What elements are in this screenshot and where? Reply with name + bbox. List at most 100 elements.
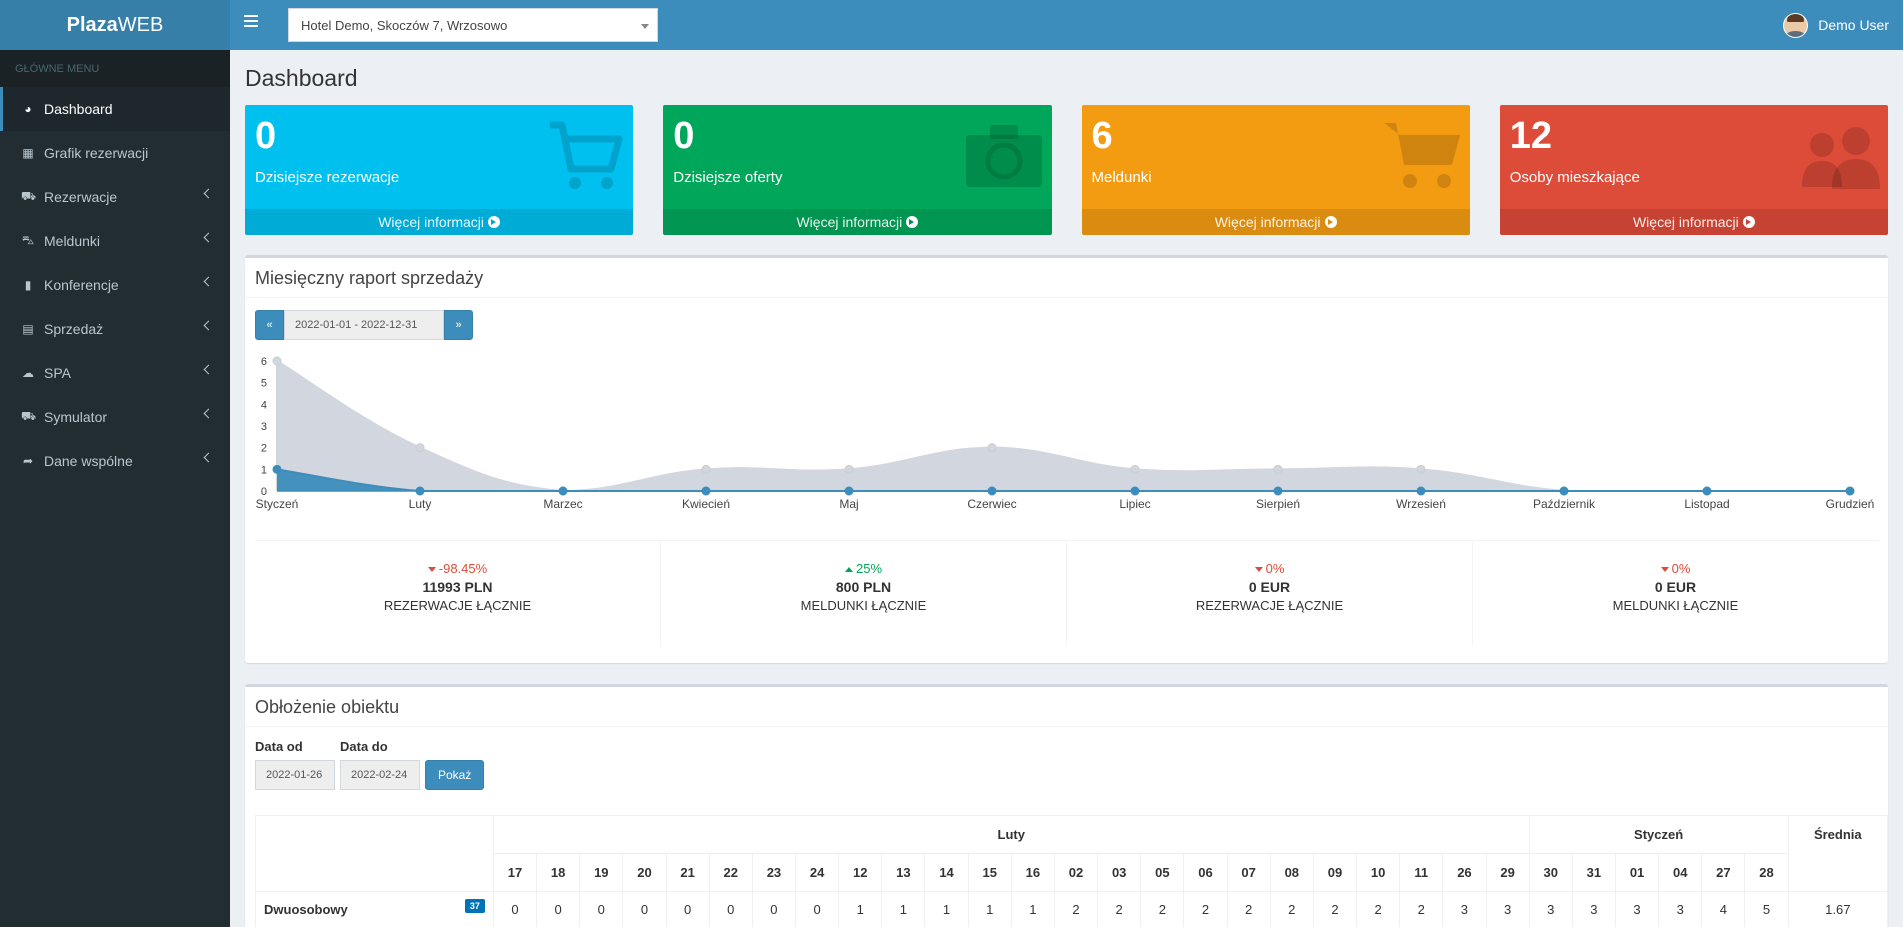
series-1-point[interactable] bbox=[1130, 464, 1140, 474]
info-box-value: 0 bbox=[673, 115, 695, 157]
table-row: Luty Styczeń Średnia bbox=[255, 815, 1889, 892]
caret-down-icon bbox=[1660, 567, 1669, 573]
day-header: 02 bbox=[1053, 853, 1099, 892]
sidebar-item-meldunki[interactable]: ⛍ Meldunki bbox=[0, 219, 230, 263]
info-box-1: 0 Dzisiejsze rezerwacje Więcej informacji bbox=[245, 105, 634, 235]
date-from-input[interactable]: 2022-01-26 bbox=[255, 760, 335, 790]
next-year-button[interactable]: » bbox=[444, 310, 473, 340]
shopping-cart-icon: ⛍ bbox=[21, 233, 35, 247]
date-from-group: Data od 2022-01-26 bbox=[255, 739, 335, 790]
series-1-point[interactable] bbox=[272, 356, 282, 366]
day-header: 08 bbox=[1269, 853, 1314, 892]
menu-header: GŁÓWNE MENU bbox=[0, 50, 230, 87]
info-box-label: Dzisiejsze oferty bbox=[673, 169, 783, 186]
occupancy-table-body: Dwuosobowy 37 0 0 0 0 0 0 0 0 1 1 1 1 1 2 2 2 2 2 2 2 2 2 3 3 3 3 3 3… bbox=[255, 891, 1889, 927]
more-info-link[interactable]: Więcej informacji bbox=[245, 209, 634, 235]
day-header: 23 bbox=[751, 853, 797, 892]
stat-caption: REZERWACJE ŁĄCZNIE bbox=[1195, 598, 1344, 613]
occupancy-cell: 2 bbox=[1140, 891, 1185, 927]
user-menu[interactable]: Demo User bbox=[1783, 0, 1889, 50]
info-box-value: 0 bbox=[255, 115, 277, 157]
x-tick-label: Luty bbox=[409, 497, 432, 511]
date-to-group: Data do 2022-02-24 bbox=[340, 739, 420, 790]
info-box-label: Osoby mieszkające bbox=[1509, 169, 1640, 186]
occupancy-cell: 3 bbox=[1528, 891, 1573, 927]
more-info-link[interactable]: Więcej informacji bbox=[663, 209, 1052, 235]
sidebar-toggle-icon[interactable] bbox=[244, 15, 258, 27]
y-tick-label: 6 bbox=[261, 356, 267, 368]
series-1-point[interactable] bbox=[1416, 464, 1426, 474]
day-header: 01 bbox=[1614, 853, 1660, 892]
occupancy-cell: 0 bbox=[708, 891, 753, 927]
prev-year-button[interactable]: « bbox=[255, 310, 284, 340]
info-box-value: 6 bbox=[1091, 115, 1113, 157]
cart-icon: ⛟ bbox=[21, 189, 37, 203]
sidebar-item-konferencje[interactable]: ▮ Konferencje bbox=[0, 263, 230, 307]
y-tick-label: 3 bbox=[261, 421, 267, 433]
date-to-input[interactable]: 2022-02-24 bbox=[340, 760, 420, 790]
x-tick-label: Październik bbox=[1533, 497, 1596, 511]
day-header: 14 bbox=[924, 853, 969, 892]
date-range-picker: « 2022-01-01 - 2022-12-31 » bbox=[255, 310, 473, 340]
stat-percentage-value: 25% bbox=[855, 561, 883, 576]
app-logo[interactable]: Plaza WEB bbox=[0, 0, 230, 50]
chevron-left-icon bbox=[203, 188, 214, 199]
date-range-input[interactable]: 2022-01-01 - 2022-12-31 bbox=[284, 310, 444, 340]
month-header: Luty bbox=[492, 815, 1530, 854]
hotel-select-value: Hotel Demo, Skoczów 7, Wrzosowo bbox=[301, 17, 508, 33]
series-1-point[interactable] bbox=[701, 464, 711, 474]
sidebar-item-symulator[interactable]: ⛟ Symulator bbox=[0, 395, 230, 439]
stat-amount: 0 EUR bbox=[1248, 579, 1291, 595]
arrow-circle-right-icon bbox=[1324, 216, 1337, 228]
caret-up-icon bbox=[844, 567, 853, 573]
day-header: 06 bbox=[1183, 853, 1228, 892]
occupancy-cell: 0 bbox=[751, 891, 797, 927]
more-info-link[interactable]: Więcej informacji bbox=[1499, 209, 1888, 235]
occupancy-cell: 5 bbox=[1744, 891, 1789, 927]
series-1-point[interactable] bbox=[844, 464, 854, 474]
average-cell: 1.67 bbox=[1787, 891, 1889, 927]
users-icon bbox=[1802, 127, 1880, 189]
stat-percentage: -98.45% bbox=[255, 561, 660, 576]
occupancy-cell: 0 bbox=[665, 891, 710, 927]
stat-amount: 11993 PLN bbox=[422, 579, 493, 595]
user-name: Demo User bbox=[1818, 17, 1889, 33]
more-info-link[interactable]: Więcej informacji bbox=[1081, 209, 1470, 235]
occupancy-cell: 2 bbox=[1183, 891, 1228, 927]
share-icon: ➦ bbox=[22, 454, 34, 468]
sidebar-item-dane-wspólne[interactable]: ➦ Dane wspólne bbox=[0, 439, 230, 483]
stat-percentage-value: -98.45% bbox=[438, 561, 488, 576]
x-tick-label: Lipiec bbox=[1119, 497, 1150, 511]
stat-percentage-value: 0% bbox=[1265, 561, 1285, 576]
room-type-name: Dwuosobowy bbox=[264, 902, 348, 917]
info-box-label: Meldunki bbox=[1091, 169, 1152, 186]
day-header: 09 bbox=[1312, 853, 1358, 892]
sidebar-item-grafik-rezerwacji[interactable]: ▦ Grafik rezerwacji bbox=[0, 131, 230, 175]
show-button[interactable]: Pokaż bbox=[425, 760, 485, 790]
sidebar-item-dashboard[interactable]: ◕ Dashboard bbox=[0, 87, 230, 131]
sidebar-item-sprzedaż[interactable]: ▤ Sprzedaż bbox=[0, 307, 230, 351]
more-info-label: Więcej informacji bbox=[1632, 214, 1739, 230]
series-2-point[interactable] bbox=[272, 464, 282, 474]
day-header: 22 bbox=[708, 853, 753, 892]
occupancy-table: Luty Styczeń Średnia 17 18 19 20 21 22 23 24 12 13 14… bbox=[255, 815, 1889, 927]
sidebar-item-rezerwacje[interactable]: ⛟ Rezerwacje bbox=[0, 175, 230, 219]
day-header: 28 bbox=[1744, 853, 1789, 892]
table-row: 17 18 19 20 21 22 23 24 12 13 14 15 16 02 03 05 06 07 08 09… bbox=[256, 853, 1888, 892]
series-1-point[interactable] bbox=[415, 443, 425, 453]
occupancy-cell: 2 bbox=[1226, 891, 1271, 927]
sidebar-item-label: Sprzedaż bbox=[44, 321, 104, 337]
stat-percentage-value: 0% bbox=[1671, 561, 1691, 576]
arrow-circle-right-icon bbox=[906, 216, 919, 228]
stat-amount: 0 EUR bbox=[1654, 579, 1697, 595]
series-1-point[interactable] bbox=[987, 443, 997, 453]
hotel-select[interactable]: Hotel Demo, Skoczów 7, Wrzosowo bbox=[288, 8, 658, 42]
occupancy-cell: 3 bbox=[1614, 891, 1660, 927]
series-1-point[interactable] bbox=[1273, 464, 1283, 474]
x-tick-label: Wrzesień bbox=[1396, 497, 1446, 511]
info-boxes: 0 Dzisiejsze rezerwacje Więcej informacji 0… bbox=[245, 105, 1888, 235]
day-header: 10 bbox=[1356, 853, 1401, 892]
stat-caption: MELDUNKI ŁĄCZNIE bbox=[1612, 598, 1739, 613]
sidebar-item-spa[interactable]: ☁ SPA bbox=[0, 351, 230, 395]
more-info-label: Więcej informacji bbox=[796, 214, 903, 230]
